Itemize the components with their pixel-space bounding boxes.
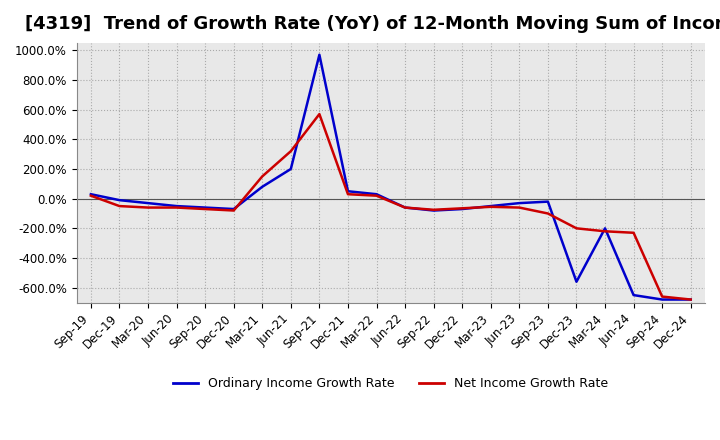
Title: [4319]  Trend of Growth Rate (YoY) of 12-Month Moving Sum of Incomes: [4319] Trend of Growth Rate (YoY) of 12-… <box>25 15 720 33</box>
Legend: Ordinary Income Growth Rate, Net Income Growth Rate: Ordinary Income Growth Rate, Net Income … <box>168 372 613 395</box>
